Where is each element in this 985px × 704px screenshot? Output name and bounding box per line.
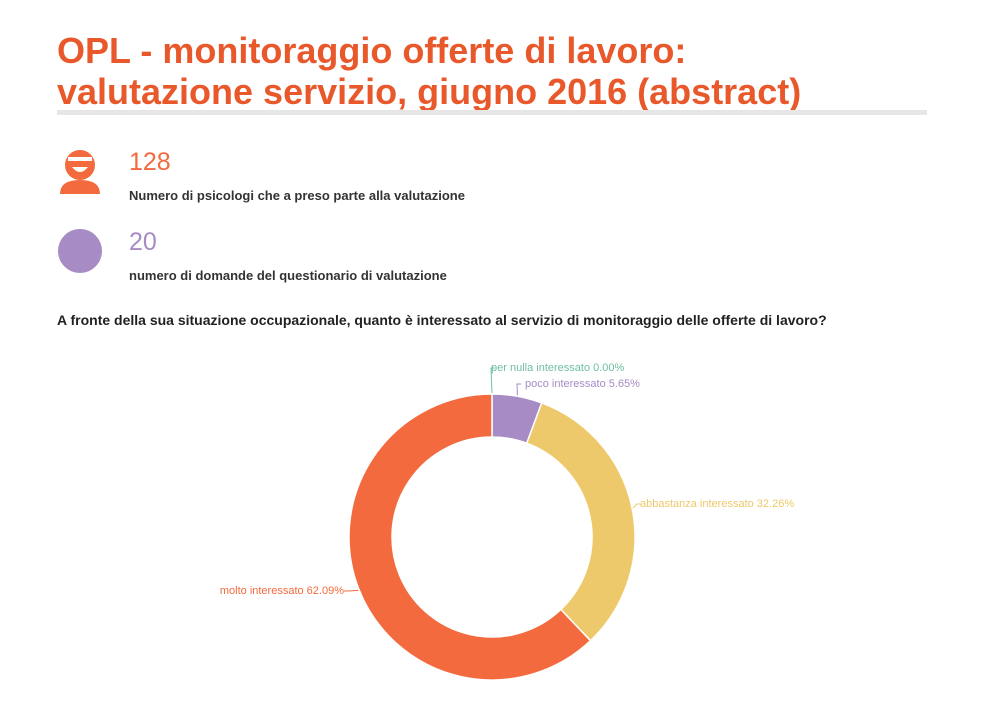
slice-molto-interessato bbox=[348, 393, 592, 681]
label-per-nulla-interessato: per nulla interessato 0.00% bbox=[491, 362, 625, 374]
chart-question: A fronte della sua situazione occupazion… bbox=[57, 312, 827, 328]
stat-participants: 128 Numero di psicologi che a preso part… bbox=[57, 148, 657, 208]
title-line-1: OPL - monitoraggio offerte di lavoro: bbox=[57, 30, 687, 71]
leader-line-molto-interessato bbox=[344, 589, 359, 592]
stat-participants-value: 128 bbox=[129, 148, 171, 176]
leader-line-per-nulla-interessato bbox=[490, 367, 495, 394]
label-abbastanza-interessato: abbastanza interessato 32.26% bbox=[640, 498, 794, 510]
stat-questions-label: numero di domande del questionario di va… bbox=[129, 268, 447, 283]
leader-line-abbastanza-interessato bbox=[632, 503, 641, 509]
leader-line-poco-interessato bbox=[516, 383, 521, 396]
stat-participants-label: Numero di psicologi che a preso parte al… bbox=[129, 188, 465, 203]
title-divider bbox=[57, 110, 927, 115]
stat-questions-value: 20 bbox=[129, 228, 157, 256]
title-line-2: valutazione servizio, giugno 2016 (abstr… bbox=[57, 71, 802, 112]
label-molto-interessato: molto interessato 62.09% bbox=[220, 585, 344, 597]
donut-chart: per nulla interessato 0.00% poco interess… bbox=[220, 362, 794, 681]
label-poco-interessato: poco interessato 5.65% bbox=[525, 378, 640, 390]
page-title: OPL - monitoraggio offerte di lavoro: va… bbox=[57, 30, 937, 112]
slice-abbastanza-interessato bbox=[525, 401, 636, 642]
stat-questions: 20 numero di domande del questionario di… bbox=[57, 228, 657, 288]
person-icon bbox=[60, 150, 100, 194]
circle-icon bbox=[58, 229, 102, 273]
